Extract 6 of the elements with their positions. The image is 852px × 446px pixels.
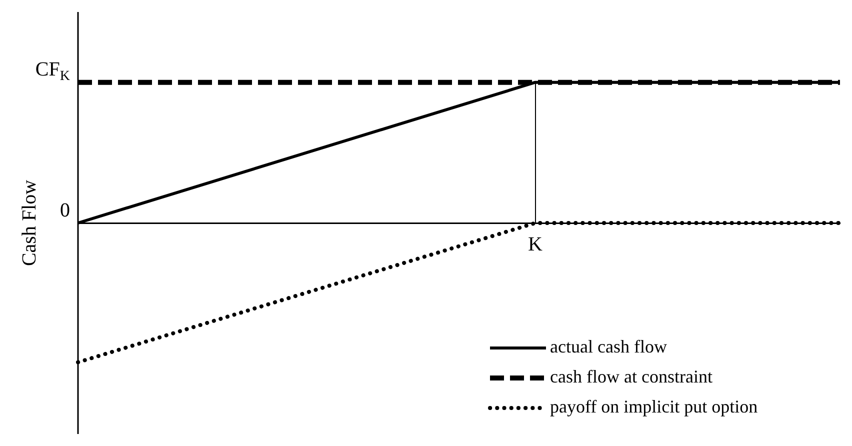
legend-label: actual cash flow xyxy=(550,336,667,357)
legend-label: payoff on implicit put option xyxy=(550,396,758,417)
annotation: K xyxy=(528,233,543,256)
y-axis-title: Cash Flow xyxy=(18,179,40,266)
legend-label: cash flow at constraint xyxy=(550,366,712,387)
text: 0 xyxy=(60,199,70,222)
